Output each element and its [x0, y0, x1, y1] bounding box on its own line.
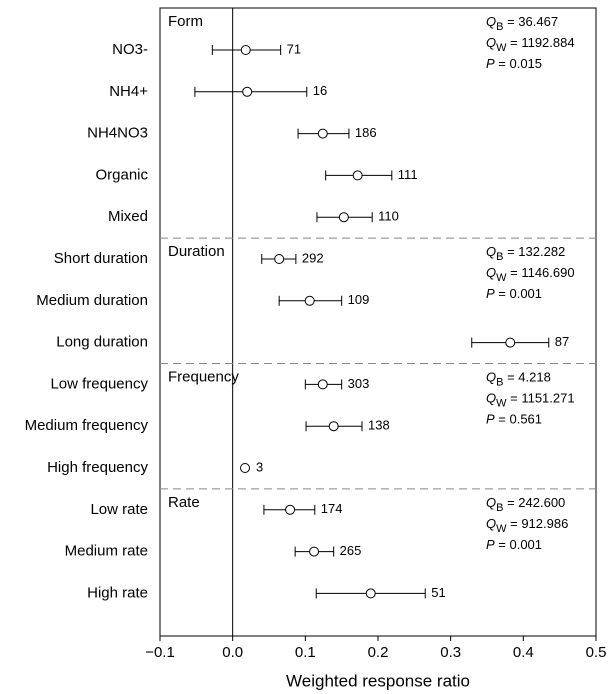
stat: QB = 36.467: [486, 14, 558, 32]
stat-symbol: Q: [486, 495, 496, 510]
mean-point: [317, 128, 328, 139]
category-label: Mixed: [108, 208, 148, 225]
mean-point: [309, 546, 320, 557]
mean-point: [274, 254, 285, 264]
stat-symbol: Q: [486, 516, 496, 531]
stat-value: = 1146.690: [507, 266, 575, 281]
n-label: 292: [302, 250, 324, 265]
category-label: Medium rate: [65, 543, 148, 560]
category-label: NH4NO3: [87, 125, 148, 142]
stat: QB = 132.282: [486, 245, 565, 263]
mean-point: [328, 421, 339, 432]
stat-value: = 0.561: [495, 412, 542, 427]
category-label: NH4+: [109, 83, 148, 100]
stat-value: = 0.015: [495, 56, 542, 71]
stat-value: = 242.600: [503, 495, 565, 510]
stat-subscript: W: [496, 42, 507, 54]
mean-point: [365, 588, 376, 599]
group-label: Duration: [168, 243, 225, 260]
stat-subscript: B: [496, 251, 503, 263]
stat-symbol: P: [486, 287, 495, 302]
stat-value: = 132.282: [503, 245, 565, 260]
stat: QW = 1151.271: [486, 391, 575, 409]
stat-subscript: B: [496, 502, 503, 514]
stat-symbol: Q: [486, 266, 496, 281]
mean-point: [505, 337, 516, 348]
stat: P = 0.015: [486, 56, 542, 71]
group-label: Form: [168, 13, 203, 30]
stat-symbol: P: [486, 412, 495, 427]
stat-symbol: Q: [486, 245, 496, 260]
mean-point: [240, 45, 251, 55]
category-label: NO3-: [112, 41, 148, 58]
category-label: Low rate: [90, 501, 148, 518]
x-tick-label: 0.0: [222, 644, 243, 661]
stat-symbol: Q: [486, 370, 496, 385]
group-label: Frequency: [168, 368, 239, 385]
stat: P = 0.561: [486, 412, 542, 427]
n-label: 71: [287, 41, 301, 56]
stat-value: = 0.001: [495, 287, 542, 302]
x-axis-label: Weighted response ratio: [286, 671, 470, 690]
stat-subscript: B: [496, 21, 503, 33]
x-tick-label: 0.2: [368, 644, 389, 661]
stat: QB = 4.218: [486, 370, 551, 388]
n-label: 186: [355, 125, 377, 140]
stat-symbol: Q: [486, 391, 496, 406]
n-label: 174: [321, 501, 343, 516]
stat-subscript: W: [496, 272, 507, 284]
category-label: High frequency: [47, 459, 148, 476]
stat: QW = 1192.884: [486, 35, 575, 53]
stat-value: = 36.467: [503, 14, 558, 29]
stat-value: = 1192.884: [507, 35, 575, 50]
stat-subscript: B: [496, 376, 503, 388]
n-label: 110: [378, 209, 399, 224]
stat-value: = 0.001: [495, 537, 542, 552]
category-label: High rate: [87, 584, 148, 601]
mean-point: [242, 86, 253, 97]
stat-value: = 4.218: [503, 370, 550, 385]
category-label: Long duration: [56, 334, 148, 351]
n-label: 303: [348, 376, 370, 391]
stat: P = 0.001: [486, 537, 542, 552]
x-tick-label: 0.3: [440, 644, 461, 661]
n-label: 265: [340, 543, 362, 558]
stat-symbol: Q: [486, 35, 496, 50]
mean-point: [285, 504, 296, 515]
stat: QW = 912.986: [486, 516, 568, 534]
n-label: 16: [313, 83, 327, 98]
stat-symbol: Q: [486, 14, 496, 29]
mean-point: [317, 379, 328, 390]
mean-point: [240, 463, 251, 473]
mean-point: [304, 295, 315, 306]
n-label: 111: [398, 167, 418, 182]
mean-point: [338, 212, 349, 223]
stat-subscript: W: [496, 397, 507, 409]
stat: P = 0.001: [486, 287, 542, 302]
stat-subscript: W: [496, 523, 507, 535]
stat-value: = 1151.271: [507, 391, 575, 406]
n-label: 138: [368, 418, 390, 433]
n-label: 109: [348, 292, 370, 307]
x-tick-label: 0.4: [513, 644, 534, 661]
category-label: Medium frequency: [25, 417, 149, 434]
stat: QB = 242.600: [486, 495, 565, 513]
stat: QW = 1146.690: [486, 266, 575, 284]
x-tick-label: −0.1: [145, 644, 175, 661]
x-tick-label: 0.5: [586, 644, 607, 661]
category-label: Medium duration: [36, 292, 148, 309]
stat-symbol: P: [486, 537, 495, 552]
stat-value: = 912.986: [507, 516, 569, 531]
category-label: Low frequency: [50, 375, 148, 392]
category-label: Short duration: [54, 250, 148, 267]
n-label: 87: [555, 334, 569, 349]
stat-symbol: P: [486, 56, 495, 71]
mean-point: [352, 170, 363, 181]
x-tick-label: 0.1: [295, 644, 316, 661]
category-label: Organic: [95, 166, 148, 183]
n-label: 3: [256, 459, 263, 474]
group-label: Rate: [168, 494, 200, 511]
n-label: 51: [431, 585, 445, 600]
